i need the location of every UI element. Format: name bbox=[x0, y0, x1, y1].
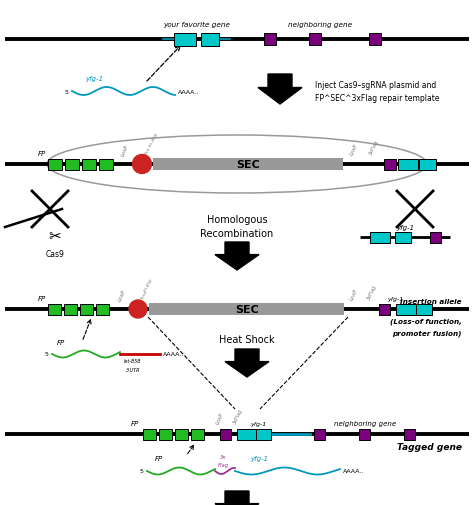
Text: promoter fusion): promoter fusion) bbox=[392, 329, 462, 336]
Text: neighboring gene: neighboring gene bbox=[334, 420, 396, 426]
Bar bbox=[201, 33, 219, 46]
Bar bbox=[384, 159, 396, 170]
Text: Erm: Erm bbox=[144, 145, 152, 155]
Bar bbox=[175, 429, 189, 440]
Bar bbox=[220, 429, 231, 440]
Text: AAAA..: AAAA.. bbox=[163, 352, 184, 357]
Circle shape bbox=[133, 155, 152, 174]
Bar bbox=[370, 232, 390, 243]
Bar bbox=[309, 34, 321, 46]
Bar bbox=[65, 159, 79, 170]
Bar bbox=[48, 304, 62, 315]
Text: FP: FP bbox=[131, 420, 139, 426]
Text: SEC: SEC bbox=[235, 305, 259, 315]
Text: 5: 5 bbox=[45, 352, 49, 357]
Text: SEC: SEC bbox=[236, 160, 260, 170]
Text: AAAA..: AAAA.. bbox=[178, 89, 199, 94]
Bar bbox=[48, 159, 62, 170]
Text: FP: FP bbox=[155, 455, 163, 461]
Polygon shape bbox=[225, 349, 269, 377]
Text: FP: FP bbox=[57, 339, 65, 345]
Bar bbox=[256, 429, 272, 440]
Text: 3x: 3x bbox=[220, 454, 226, 459]
Text: Inject Cas9–sgRNA plasmid and: Inject Cas9–sgRNA plasmid and bbox=[315, 80, 436, 89]
Polygon shape bbox=[215, 491, 259, 505]
Text: AAAA..: AAAA.. bbox=[343, 469, 364, 474]
Text: FP: FP bbox=[38, 295, 46, 301]
Bar bbox=[99, 159, 113, 170]
Bar bbox=[174, 33, 196, 46]
Text: ✂: ✂ bbox=[49, 229, 61, 244]
Circle shape bbox=[129, 300, 147, 318]
Bar bbox=[149, 304, 344, 316]
Bar bbox=[404, 429, 416, 440]
Text: LoxP: LoxP bbox=[120, 143, 130, 157]
Text: 3xFlag: 3xFlag bbox=[232, 408, 244, 424]
Bar bbox=[237, 429, 257, 440]
Text: LoxP: LoxP bbox=[349, 142, 359, 156]
Text: FP: FP bbox=[38, 150, 46, 157]
Text: Insertion allele: Insertion allele bbox=[401, 298, 462, 305]
Text: 3xFlag: 3xFlag bbox=[368, 139, 380, 156]
Text: yfg-1: yfg-1 bbox=[387, 296, 403, 301]
Text: LoxP: LoxP bbox=[117, 288, 127, 301]
Bar bbox=[359, 429, 371, 440]
Text: Homologous: Homologous bbox=[207, 215, 267, 225]
Text: LoxP: LoxP bbox=[349, 287, 359, 300]
Text: 3'UTR: 3'UTR bbox=[126, 367, 140, 372]
Text: Tagged gene: Tagged gene bbox=[397, 442, 462, 451]
Text: yfg-1: yfg-1 bbox=[85, 76, 103, 82]
Bar bbox=[264, 34, 276, 46]
Text: 5: 5 bbox=[65, 89, 69, 94]
Bar bbox=[81, 304, 93, 315]
Bar bbox=[159, 429, 173, 440]
Bar bbox=[398, 159, 418, 170]
Text: Flag: Flag bbox=[218, 462, 228, 467]
Polygon shape bbox=[215, 242, 259, 271]
Text: let-858: let-858 bbox=[143, 277, 154, 291]
Bar bbox=[97, 304, 109, 315]
Bar bbox=[191, 429, 204, 440]
Text: Cas9: Cas9 bbox=[46, 249, 64, 259]
Bar bbox=[369, 34, 381, 46]
Text: yfg-1: yfg-1 bbox=[250, 421, 266, 426]
Bar bbox=[315, 429, 326, 440]
Text: neighboring gene: neighboring gene bbox=[288, 22, 352, 28]
Bar bbox=[82, 159, 96, 170]
Bar bbox=[419, 159, 437, 170]
Bar bbox=[430, 232, 441, 243]
Text: Term: Term bbox=[140, 288, 148, 299]
Text: Recombination: Recombination bbox=[201, 229, 273, 238]
Text: your favorite gene: your favorite gene bbox=[164, 22, 230, 28]
Bar bbox=[64, 304, 78, 315]
Polygon shape bbox=[258, 75, 302, 105]
Text: 3xFlag: 3xFlag bbox=[366, 284, 378, 300]
Text: 5: 5 bbox=[140, 469, 144, 474]
Text: LoxP: LoxP bbox=[215, 411, 225, 424]
Text: yfg-1: yfg-1 bbox=[250, 455, 268, 461]
Bar bbox=[395, 232, 411, 243]
Bar bbox=[416, 304, 432, 315]
Bar bbox=[396, 304, 416, 315]
Text: let-858: let-858 bbox=[124, 358, 142, 363]
Text: Heat Shock: Heat Shock bbox=[219, 334, 275, 344]
Text: yfg-1: yfg-1 bbox=[396, 225, 414, 231]
Text: FP^SEC^3xFlag repair template: FP^SEC^3xFlag repair template bbox=[315, 93, 439, 103]
Text: let-858: let-858 bbox=[148, 131, 159, 147]
Bar bbox=[380, 304, 391, 315]
Bar bbox=[153, 159, 343, 171]
Bar bbox=[144, 429, 156, 440]
Text: (Loss-of function,: (Loss-of function, bbox=[390, 317, 462, 324]
